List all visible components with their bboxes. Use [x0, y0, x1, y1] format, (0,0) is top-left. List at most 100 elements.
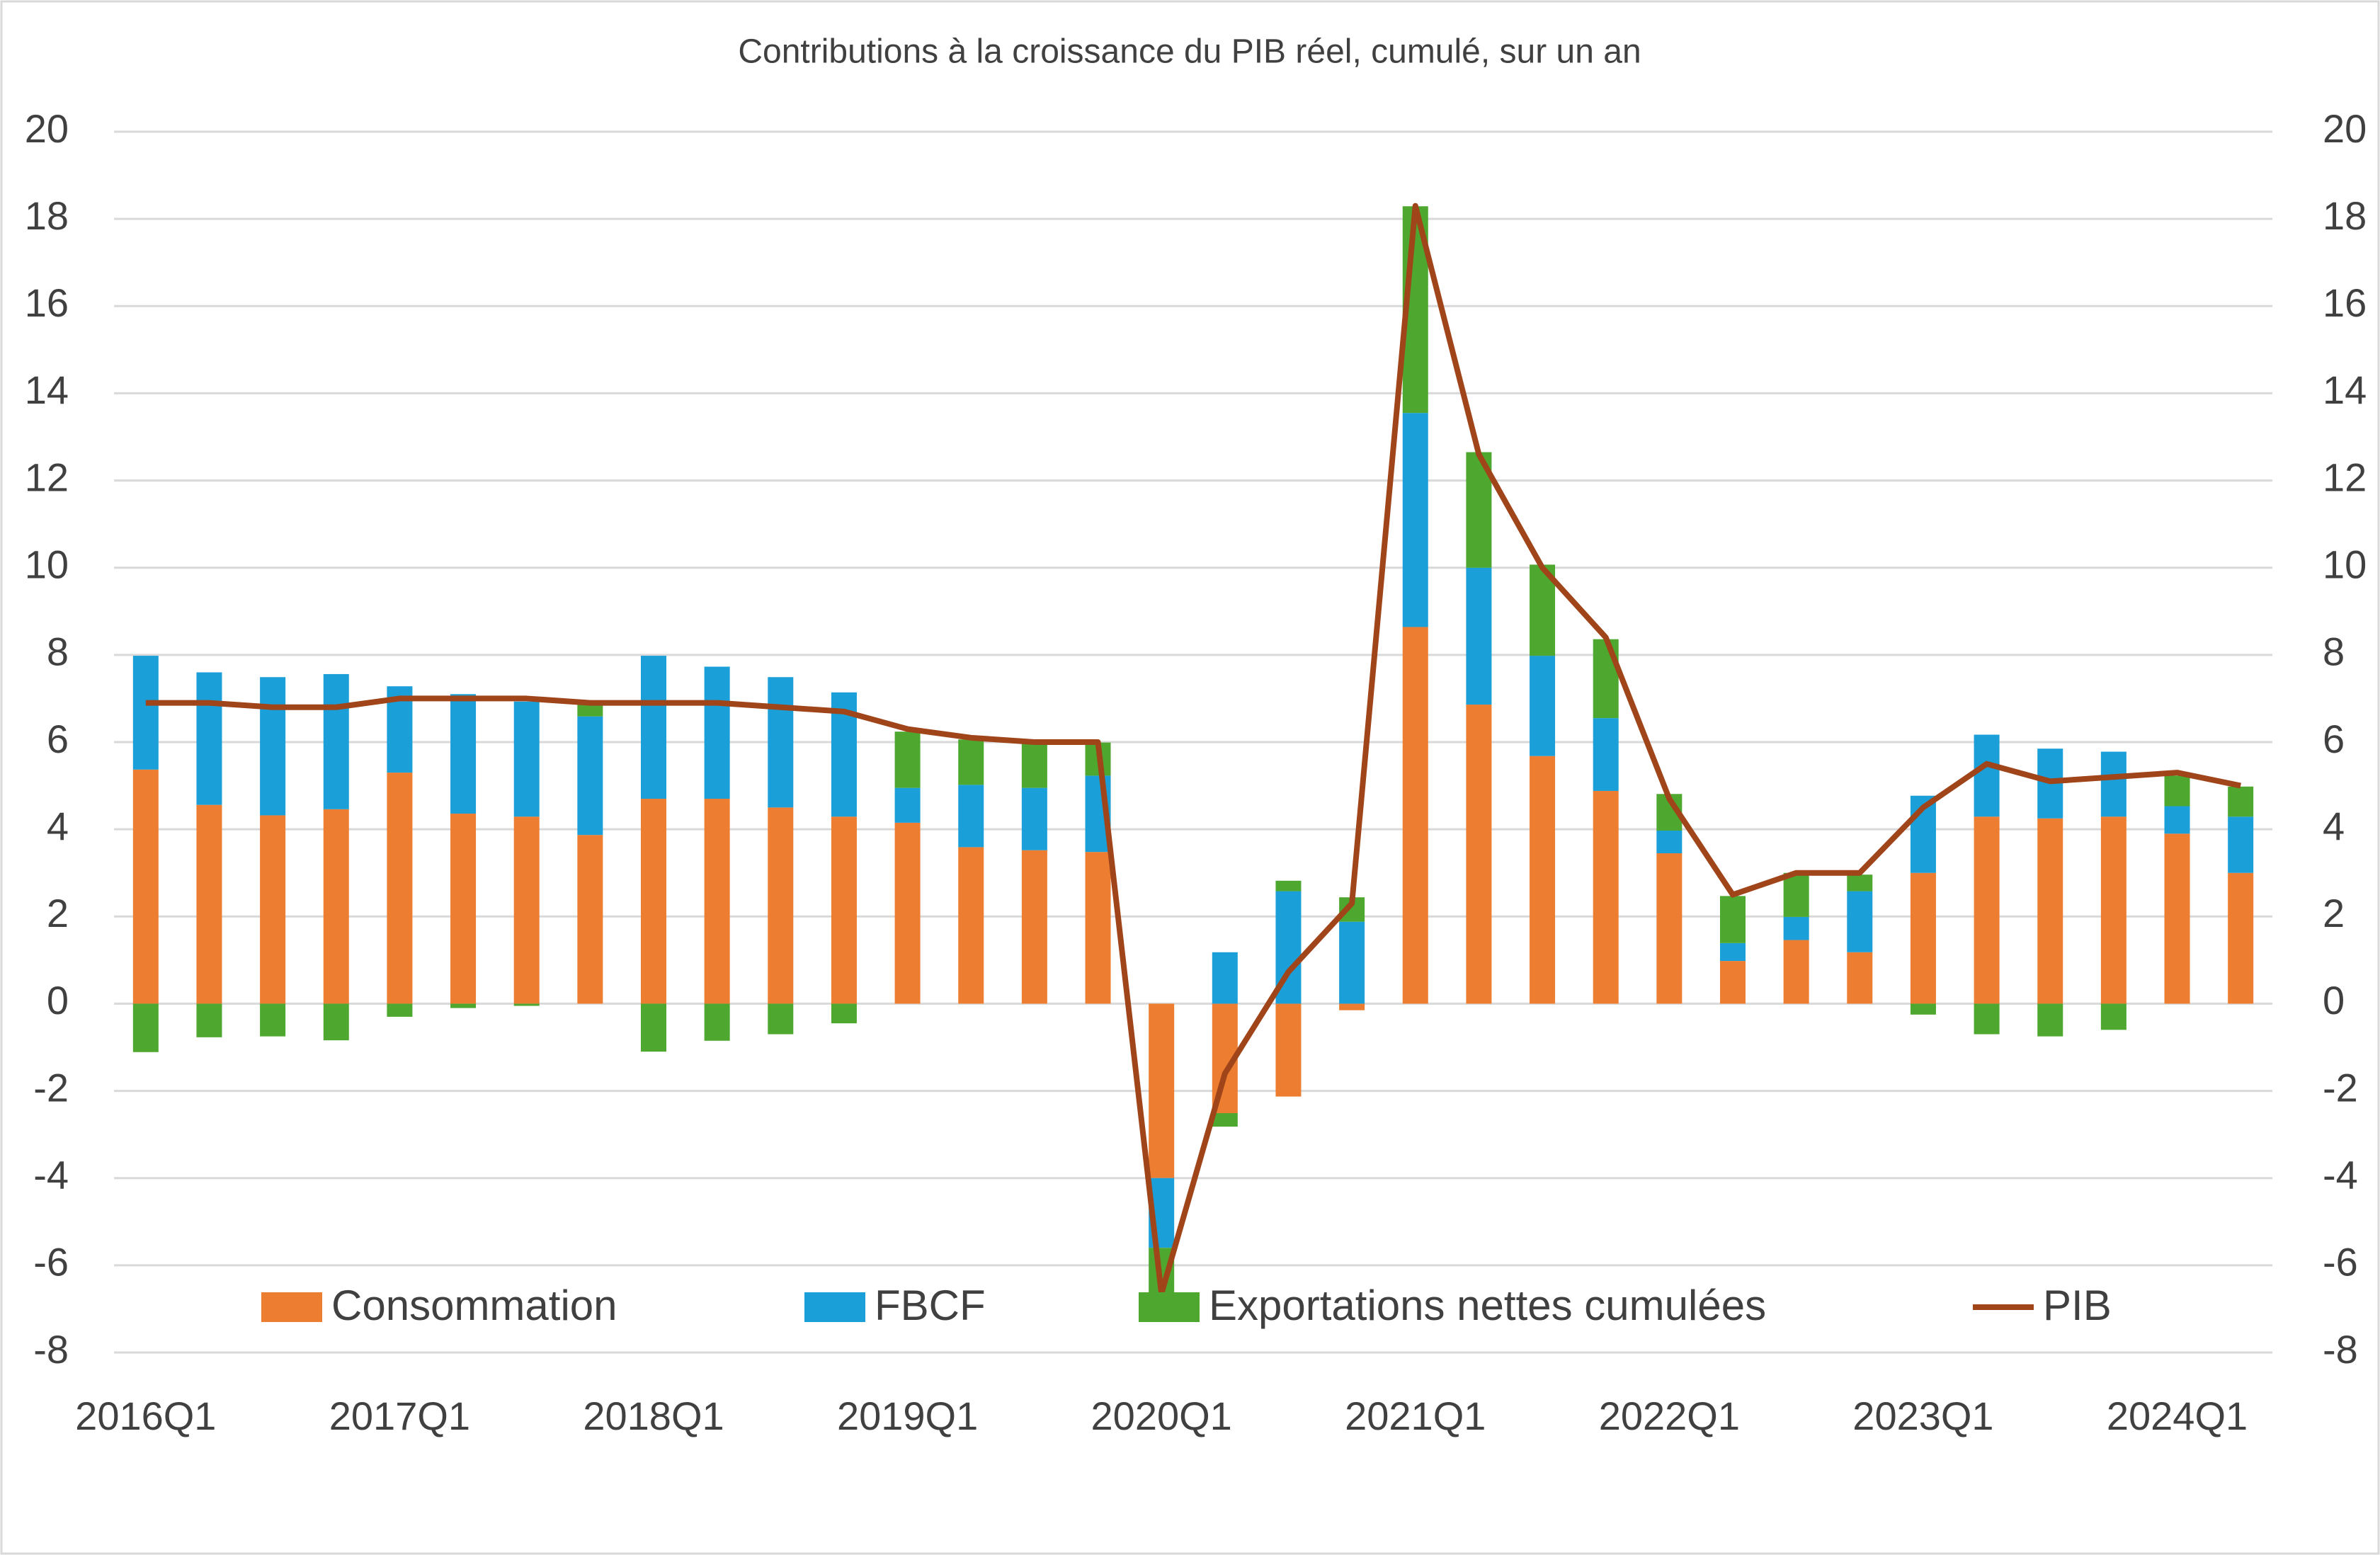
legend-swatch: [1139, 1292, 1200, 1322]
bar-segment: [260, 677, 286, 816]
bar-segment: [132, 656, 159, 770]
x-tick-label: 2022Q1: [1599, 1394, 1740, 1438]
y-tick-label: 6: [47, 717, 69, 761]
bar-segment: [323, 809, 349, 1004]
bar-segment: [1720, 896, 1746, 943]
y-tick-label: 18: [25, 193, 69, 238]
bar-segment: [513, 1003, 540, 1006]
x-tick-label: 2018Q1: [583, 1394, 724, 1438]
bar-segment: [958, 785, 984, 848]
bar-segment: [196, 672, 222, 805]
bar-segment: [958, 739, 984, 785]
y2-tick-label: 20: [2323, 106, 2367, 151]
legend-label: Consommation: [331, 1282, 617, 1329]
bar-segment: [1402, 627, 1428, 1004]
bar-segment: [450, 1003, 477, 1008]
bar-segment: [132, 769, 159, 1004]
bar-segment: [1085, 852, 1111, 1004]
bar-segment: [2164, 775, 2190, 807]
bar-segment: [2037, 1003, 2063, 1037]
bar-segment: [323, 1003, 349, 1041]
bar-segment: [1466, 567, 1492, 705]
legend-label: FBCF: [875, 1282, 986, 1329]
bar-segment: [831, 816, 857, 1004]
x-tick-label: 2019Q1: [837, 1394, 978, 1438]
bar-segment: [577, 704, 603, 717]
x-tick-label: 2021Q1: [1345, 1394, 1486, 1438]
bar-segment: [1720, 961, 1746, 1004]
legend-swatch: [804, 1292, 865, 1322]
bar-segment: [1212, 952, 1238, 1004]
y2-tick-label: 10: [2323, 542, 2367, 587]
bar-segment: [958, 847, 984, 1004]
bar-segment: [2228, 816, 2254, 873]
x-tick-label: 2024Q1: [2107, 1394, 2248, 1438]
bar-segment: [641, 656, 666, 799]
bar-segment: [1021, 742, 1047, 788]
chart-title: Contributions à la croissance du PIB rée…: [738, 33, 1641, 71]
bar-segment: [1910, 1003, 1936, 1015]
bar-segment: [768, 807, 794, 1004]
x-tick-label: 2016Q1: [75, 1394, 216, 1438]
bar-segment: [2037, 818, 2063, 1004]
x-tick-label: 2023Q1: [1852, 1394, 1993, 1438]
bar-segment: [2228, 786, 2254, 817]
y-tick-label: 0: [47, 978, 69, 1023]
y2-tick-label: 14: [2323, 368, 2367, 412]
legend-label: PIB: [2043, 1282, 2112, 1329]
y2-tick-label: 6: [2323, 717, 2345, 761]
y2-tick-label: 16: [2323, 280, 2367, 325]
y-tick-label: -4: [33, 1153, 69, 1197]
bar-segment: [641, 799, 666, 1004]
bar-segment: [894, 822, 921, 1004]
y2-tick-label: 0: [2323, 978, 2345, 1023]
legend-label: Exportations nettes cumulées: [1209, 1282, 1766, 1329]
y-tick-label: 14: [25, 368, 69, 412]
bar-segment: [1339, 921, 1365, 1004]
x-tick-label: 2020Q1: [1091, 1394, 1232, 1438]
y2-tick-label: -8: [2323, 1327, 2358, 1372]
bar-segment: [1910, 872, 1936, 1004]
bar-segment: [1275, 1003, 1302, 1097]
y-tick-label: 16: [25, 280, 69, 325]
y-tick-label: 4: [47, 804, 69, 848]
bar-segment: [1339, 1003, 1365, 1010]
bar-segment: [1974, 734, 2000, 817]
bar-segment: [1720, 942, 1746, 962]
y-tick-label: -6: [33, 1240, 69, 1285]
bar-segment: [2164, 833, 2190, 1004]
bar-segment: [1593, 790, 1619, 1004]
bar-segment: [387, 1003, 413, 1017]
y2-tick-label: -4: [2323, 1153, 2358, 1197]
bar-segment: [2100, 816, 2126, 1004]
bar-segment: [768, 677, 794, 808]
bar-segment: [513, 816, 540, 1004]
bar-segment: [1847, 952, 1873, 1004]
bar-segment: [1974, 1003, 2000, 1035]
bar-segment: [1021, 850, 1047, 1004]
y-tick-label: 20: [25, 106, 69, 151]
bar-segment: [1783, 940, 1809, 1004]
y-tick-label: 2: [47, 891, 69, 935]
bar-segment: [450, 813, 477, 1004]
bar-segment: [2228, 872, 2254, 1004]
bar-segment: [1783, 916, 1809, 940]
bar-segment: [1656, 853, 1682, 1004]
bar-segment: [831, 1003, 857, 1024]
bar-segment: [2100, 751, 2126, 817]
bar-segment: [1847, 875, 1873, 892]
bar-segment: [1466, 705, 1492, 1004]
bar-segment: [196, 1003, 222, 1037]
bar-segment: [513, 701, 540, 817]
line-series: [145, 203, 2241, 1297]
bar-segment: [1402, 413, 1428, 627]
bar-segment: [1656, 830, 1682, 854]
bar-segment: [387, 773, 413, 1004]
bar-segment: [704, 799, 730, 1004]
bar-segment: [1149, 1003, 1175, 1178]
bar-segment: [1847, 891, 1873, 952]
y-tick-label: 10: [25, 542, 69, 587]
y2-tick-label: -2: [2323, 1065, 2358, 1110]
bar-segment: [1593, 639, 1619, 719]
